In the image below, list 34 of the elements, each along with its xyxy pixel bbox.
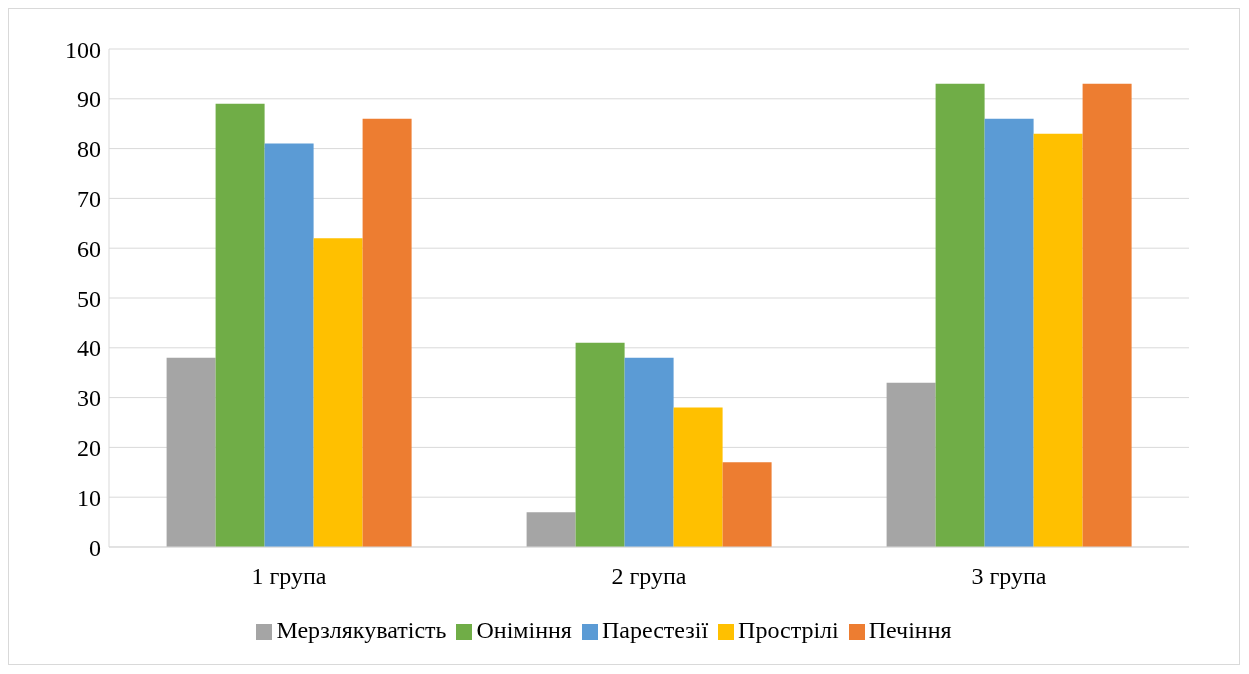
bar [313,238,363,547]
bar [362,118,412,547]
legend-label: Печіння [868,617,952,643]
y-tick-label: 20 [77,434,101,461]
bar [264,143,314,547]
y-tick-label: 40 [77,335,101,362]
y-tick-label: 0 [89,534,101,561]
y-tick-label: 70 [77,185,101,212]
bar [166,357,216,547]
bar [526,512,576,547]
x-tick-label: 1 група [251,563,327,590]
y-tick-label: 80 [77,136,101,163]
legend-label: Парестезії [601,617,709,643]
y-tick-label: 90 [77,86,101,113]
bar [673,407,723,547]
bar [886,382,936,547]
bar [1033,133,1083,547]
bar [624,357,674,547]
x-tick-label: 2 група [611,563,687,590]
legend-label: Прострілі [738,617,839,643]
bar [722,462,772,547]
bar [935,83,985,547]
y-tick-label: 30 [77,385,101,412]
bar [215,103,265,547]
y-tick-label: 100 [65,36,101,63]
bar [984,118,1034,547]
x-tick-label: 3 група [971,563,1047,590]
bar [575,342,625,547]
y-tick-label: 10 [77,484,101,511]
bar [1082,83,1132,547]
y-tick-label: 50 [77,285,101,312]
legend-label: Оніміння [476,617,572,643]
y-tick-label: 60 [77,235,101,262]
legend-label: Мерзлякуватість [276,617,447,643]
